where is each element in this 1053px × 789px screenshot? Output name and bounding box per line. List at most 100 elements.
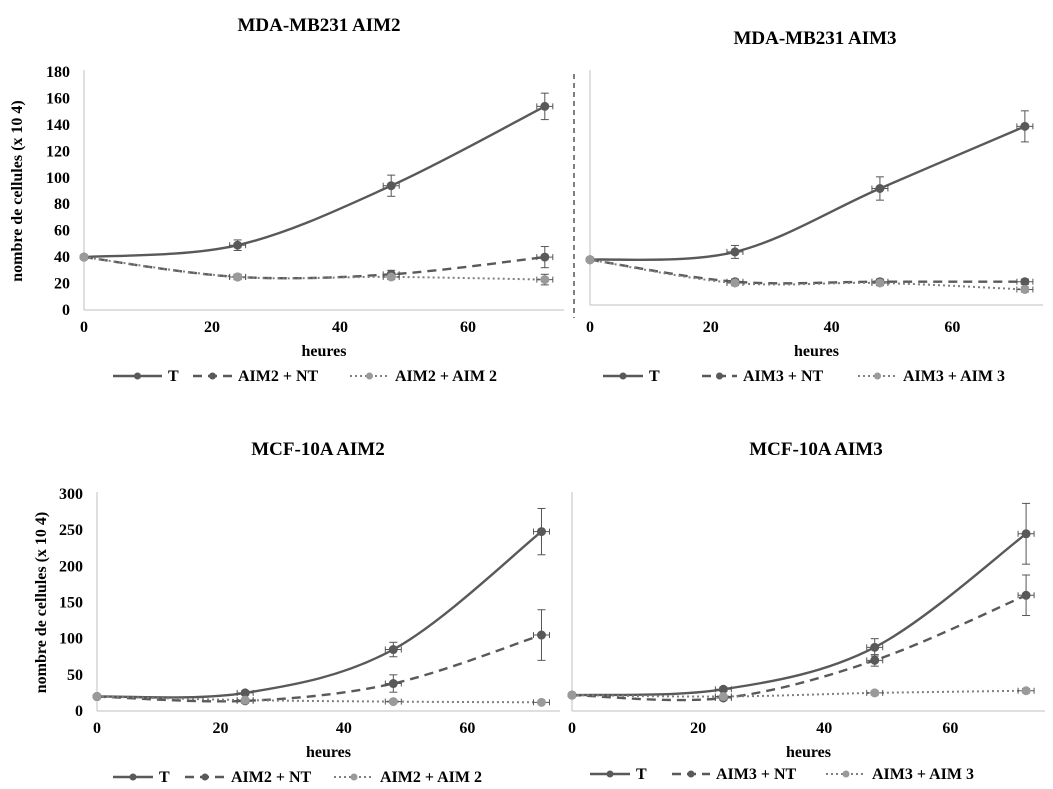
y-tick-label: 120 xyxy=(46,143,70,160)
y-tick-label: 160 xyxy=(46,90,70,107)
x-tick-label: 60 xyxy=(460,319,476,336)
legend: T AIM2 + NT AIM2 + AIM 2 xyxy=(113,368,497,385)
x-tick-label: 40 xyxy=(336,720,352,737)
legend-marker xyxy=(134,372,141,380)
series-line-dotted xyxy=(571,689,1027,698)
y-tick-label: 40 xyxy=(54,249,70,266)
data-point xyxy=(870,688,880,698)
data-point xyxy=(870,655,880,665)
data-point xyxy=(540,275,550,285)
data-point xyxy=(388,679,398,689)
x-tick-label: 20 xyxy=(703,319,719,336)
y-tick-label: 150 xyxy=(59,595,83,612)
data-point xyxy=(875,278,885,288)
legend-label: T xyxy=(649,368,660,385)
legend-label: AIM3 + AIM 3 xyxy=(903,368,1005,385)
y-tick-label: 0 xyxy=(75,703,83,720)
data-point xyxy=(730,247,740,257)
x-axis-label: heures xyxy=(786,744,831,761)
data-point xyxy=(875,184,885,193)
series-line-dashed xyxy=(589,258,1025,285)
x-axis-label: heures xyxy=(306,744,351,761)
data-point xyxy=(1020,284,1030,294)
y-tick-label: 50 xyxy=(67,667,83,684)
legend-label: T xyxy=(159,769,170,786)
legend-label: AIM2 + AIM 2 xyxy=(395,368,497,385)
legend: T AIM2 + NT AIM2 + AIM 2 xyxy=(113,769,482,786)
x-tick-label: 40 xyxy=(332,319,348,336)
y-tick-label: 250 xyxy=(59,522,83,539)
y-tick-label: 140 xyxy=(46,117,70,134)
legend: T AIM3 + NT AIM3 + AIM 3 xyxy=(603,368,1005,385)
data-point xyxy=(233,240,243,250)
data-point xyxy=(536,630,546,640)
x-tick-label: 0 xyxy=(586,319,594,336)
x-axis-label: heures xyxy=(794,343,839,360)
data-point xyxy=(1021,590,1031,600)
data-point xyxy=(567,690,577,700)
series-line-dashed xyxy=(83,255,545,280)
legend-label: AIM2 + AIM 2 xyxy=(380,769,482,786)
x-tick-label: 0 xyxy=(568,720,576,737)
legend-marker xyxy=(606,770,614,778)
legend-marker xyxy=(201,773,209,781)
chart-panel-1: MDA-MB231 AIM2 0 20 40 60 0 20 40 60 80 100 120 140 1… xyxy=(9,15,564,385)
data-point xyxy=(1020,277,1030,287)
series-line-dotted xyxy=(83,256,545,281)
chart-panel-3: MCF-10A AIM2 0 20 40 60 0 50 100 150 200 250 300 heu… xyxy=(33,439,560,786)
legend-marker xyxy=(842,770,850,778)
data-point xyxy=(730,278,740,288)
legend: T AIM3 + NT AIM3 + AIM 3 xyxy=(590,766,974,783)
x-tick-label: 0 xyxy=(80,319,88,336)
data-point xyxy=(870,642,880,652)
data-point xyxy=(585,255,595,265)
series-line-solid xyxy=(96,530,543,699)
data-point xyxy=(386,181,396,191)
legend-label: T xyxy=(636,766,647,783)
data-point xyxy=(1021,529,1031,539)
chart-panel-2: MDA-MB231 AIM3 0 20 40 60 heures T AIM3 + NT AIM… xyxy=(585,28,1043,385)
chart-title: MDA-MB231 AIM2 xyxy=(237,15,400,36)
data-point xyxy=(240,695,250,705)
y-tick-label: 80 xyxy=(54,196,70,213)
chart-title: MDA-MB231 AIM3 xyxy=(733,28,896,49)
y-tick-label: 60 xyxy=(54,223,70,240)
y-axis-label: nombre de cellules (x 10 4) xyxy=(33,512,50,693)
series-line-dashed xyxy=(96,633,542,703)
data-point xyxy=(386,272,396,282)
legend-label: T xyxy=(168,368,179,385)
chart-panel-4: MCF-10A AIM3 0 20 40 60 heures T AIM3 + NT AIM3 … xyxy=(567,439,1045,783)
legend-marker xyxy=(874,372,881,380)
series-line-solid xyxy=(83,105,546,259)
legend-marker xyxy=(209,372,216,380)
legend-label: AIM2 + NT xyxy=(231,769,312,786)
x-tick-label: 20 xyxy=(690,720,706,737)
data-point xyxy=(1020,121,1030,131)
y-tick-label: 300 xyxy=(59,486,83,503)
data-point xyxy=(536,697,546,707)
y-tick-label: 200 xyxy=(59,558,83,575)
data-point xyxy=(540,252,550,262)
y-tick-label: 20 xyxy=(54,276,70,293)
x-tick-label: 60 xyxy=(942,720,958,737)
chart-title: MCF-10A AIM2 xyxy=(251,439,385,460)
legend-marker xyxy=(350,773,358,781)
legend-marker xyxy=(716,372,723,380)
x-tick-label: 40 xyxy=(816,720,832,737)
x-tick-label: 60 xyxy=(459,720,475,737)
data-point xyxy=(536,527,546,537)
data-point xyxy=(388,645,398,655)
x-axis-label: heures xyxy=(301,343,346,360)
series-line-solid xyxy=(589,125,1026,262)
data-point xyxy=(540,101,550,111)
y-tick-label: 0 xyxy=(62,302,70,319)
x-tick-label: 60 xyxy=(944,319,960,336)
data-point xyxy=(233,272,243,282)
series-line-solid xyxy=(571,532,1027,697)
series-line-dotted xyxy=(589,258,1025,291)
x-tick-label: 20 xyxy=(212,720,228,737)
legend-marker xyxy=(687,770,695,778)
legend-marker xyxy=(619,372,627,380)
legend-label: AIM2 + NT xyxy=(238,368,319,385)
